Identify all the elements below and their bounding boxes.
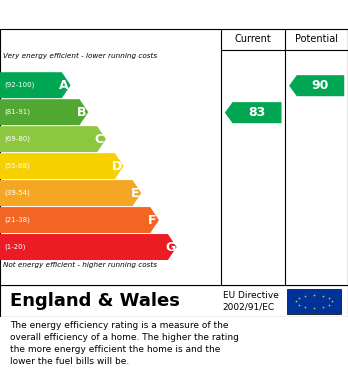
Text: (81-91): (81-91) xyxy=(4,109,30,115)
Text: B: B xyxy=(77,106,86,118)
Polygon shape xyxy=(289,75,344,96)
Text: 83: 83 xyxy=(248,106,265,119)
Text: Very energy efficient - lower running costs: Very energy efficient - lower running co… xyxy=(3,53,158,59)
Text: A: A xyxy=(59,79,69,91)
Polygon shape xyxy=(0,207,159,233)
Polygon shape xyxy=(0,234,177,260)
Polygon shape xyxy=(0,126,106,152)
Bar xyxy=(287,289,341,314)
Polygon shape xyxy=(0,72,71,98)
Text: 90: 90 xyxy=(311,79,329,92)
Text: E: E xyxy=(130,187,139,199)
Text: C: C xyxy=(95,133,104,145)
Text: (92-100): (92-100) xyxy=(4,82,34,88)
Text: (1-20): (1-20) xyxy=(4,244,25,250)
Text: England & Wales: England & Wales xyxy=(10,292,180,310)
Text: F: F xyxy=(148,213,157,226)
Text: 2002/91/EC: 2002/91/EC xyxy=(223,303,275,312)
Text: (39-54): (39-54) xyxy=(4,190,30,196)
Polygon shape xyxy=(0,180,141,206)
Text: (55-68): (55-68) xyxy=(4,163,30,169)
Text: Not energy efficient - higher running costs: Not energy efficient - higher running co… xyxy=(3,262,158,268)
Polygon shape xyxy=(0,153,124,179)
Text: EU Directive: EU Directive xyxy=(223,291,279,300)
Polygon shape xyxy=(0,99,88,125)
Text: G: G xyxy=(165,240,175,253)
Polygon shape xyxy=(225,102,282,123)
Text: Potential: Potential xyxy=(295,34,338,45)
Text: D: D xyxy=(112,160,122,172)
Text: Current: Current xyxy=(235,34,271,45)
Text: (69-80): (69-80) xyxy=(4,136,30,142)
Text: The energy efficiency rating is a measure of the
overall efficiency of a home. T: The energy efficiency rating is a measur… xyxy=(10,321,239,366)
Text: (21-38): (21-38) xyxy=(4,217,30,223)
Text: Energy Efficiency Rating: Energy Efficiency Rating xyxy=(9,7,229,22)
